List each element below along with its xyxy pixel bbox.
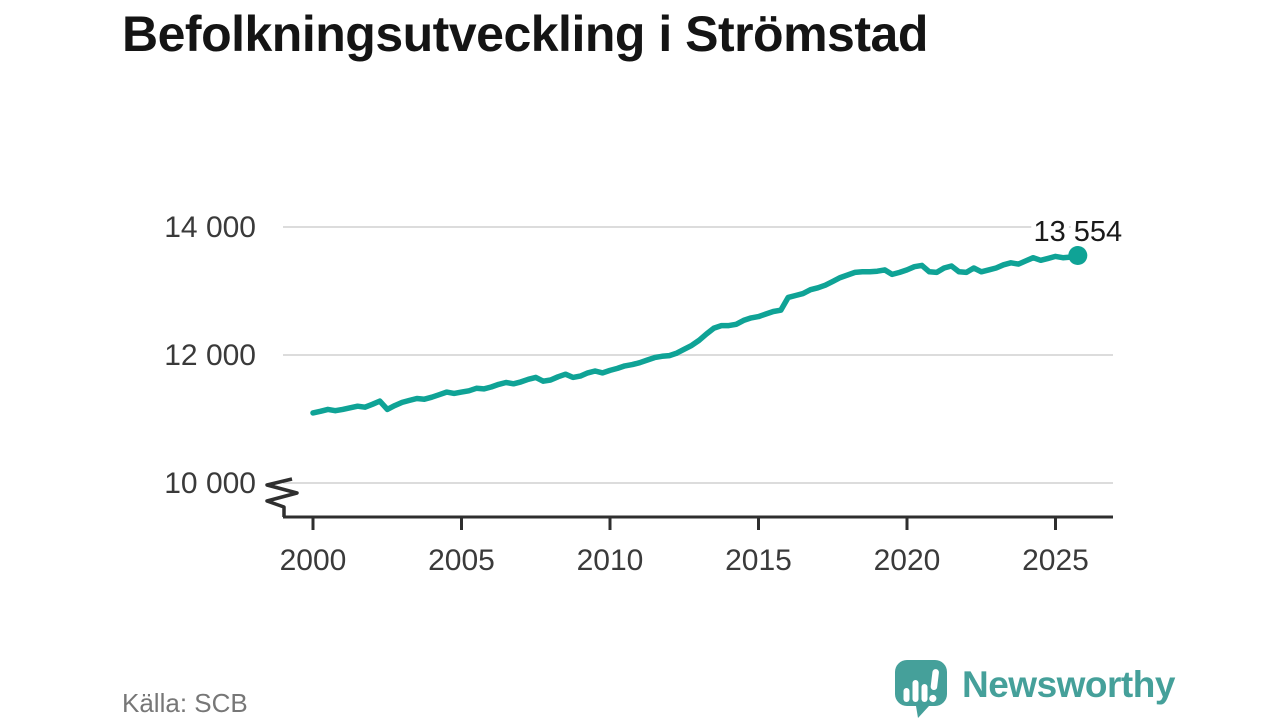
newsworthy-logo-text: Newsworthy <box>962 664 1175 705</box>
logo-bar-3 <box>921 684 928 702</box>
y-axis-tick-label: 14 000 <box>164 211 256 244</box>
logo-bar-2 <box>912 680 919 702</box>
population-line <box>310 252 1081 416</box>
x-axis-tick-label: 2025 <box>1022 544 1089 577</box>
newsworthy-logo: Newsworthy <box>893 658 1175 718</box>
newsworthy-logo-icon <box>895 660 947 718</box>
x-axis-tick-label: 2005 <box>428 544 495 577</box>
source-label: Källa: SCB <box>122 688 248 718</box>
x-axis-tick-label: 2015 <box>725 544 792 577</box>
end-point-marker <box>1068 246 1088 265</box>
y-axis-tick-label: 10 000 <box>164 467 256 500</box>
y-axis-break-icon <box>265 477 299 517</box>
x-axis-tick-label: 2020 <box>874 544 941 577</box>
logo-exclamation <box>929 669 939 703</box>
x-axis-tick-label: 2010 <box>577 544 644 577</box>
x-axis-tick-label: 2000 <box>280 544 347 577</box>
end-value-label: 13 554 <box>1033 216 1122 248</box>
chart-title: Befolkningsutveckling i Strömstad <box>122 6 928 62</box>
y-axis-tick-label: 12 000 <box>164 339 256 372</box>
logo-bar-1 <box>903 688 910 702</box>
